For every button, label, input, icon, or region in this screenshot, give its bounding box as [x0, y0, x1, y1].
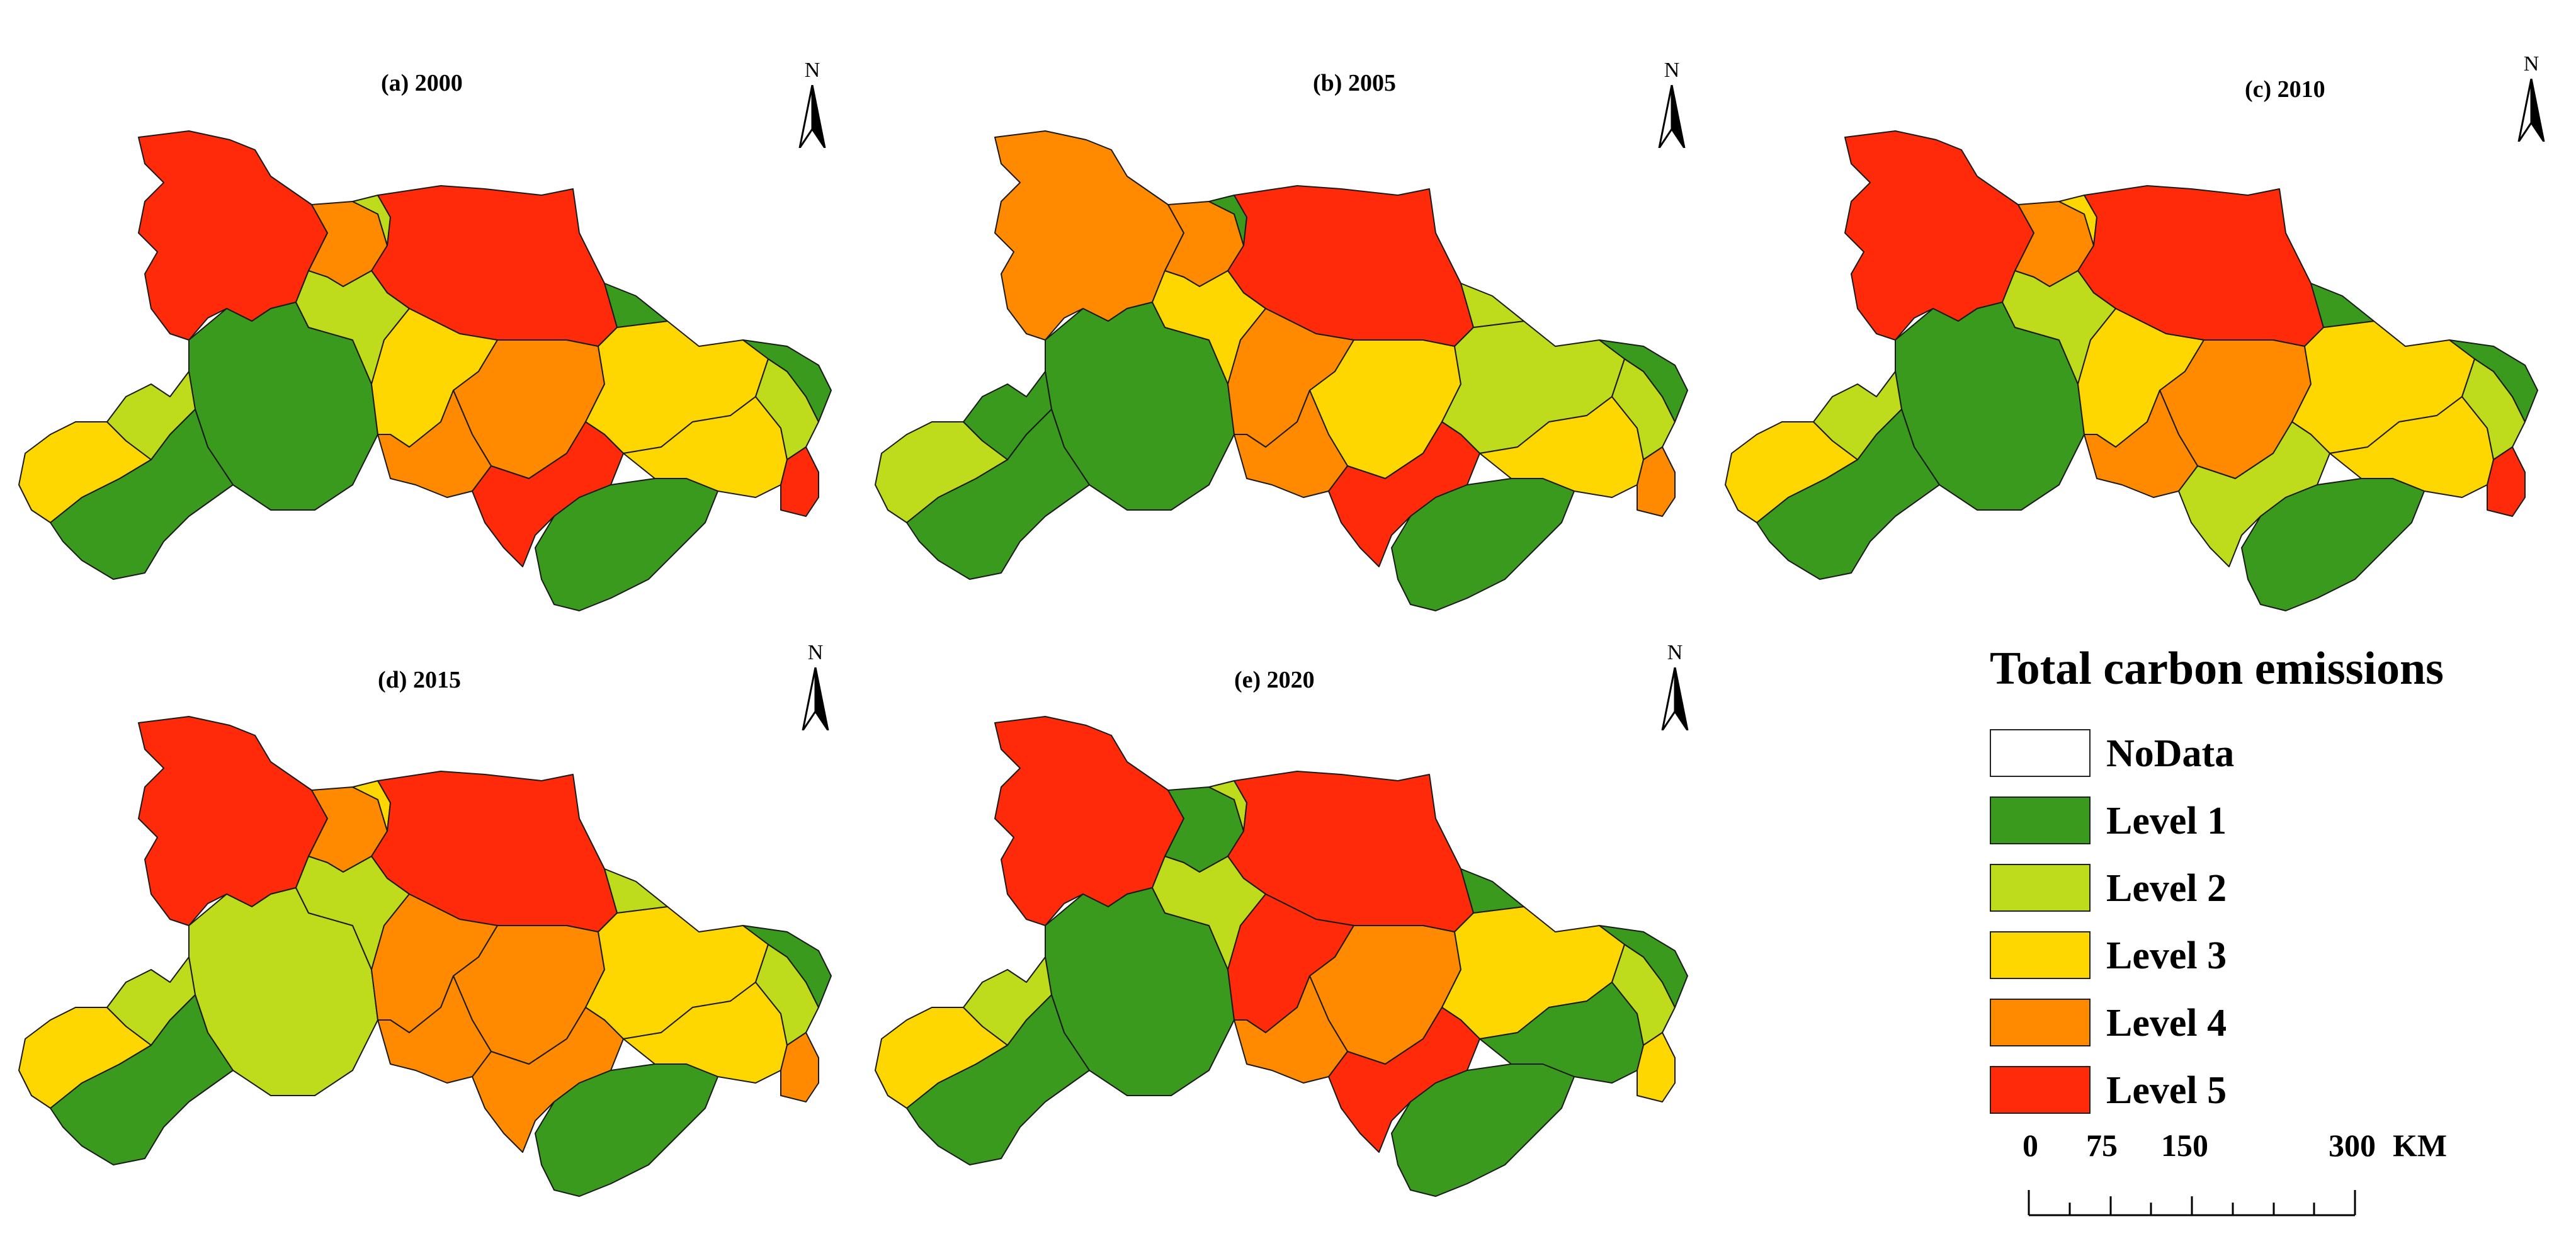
region-S — [106, 956, 196, 1046]
region-N — [535, 478, 718, 611]
legend-item-level-3: Level 3 — [1990, 931, 2431, 982]
north-arrow-icon: N — [797, 642, 834, 730]
region-F — [1152, 856, 1266, 970]
region-N — [2241, 478, 2425, 611]
region-L — [1234, 390, 1348, 498]
north-label: N — [1667, 641, 1683, 664]
province-regions — [875, 130, 1688, 611]
scale-label-75: 75 — [2086, 1128, 2118, 1163]
region-L — [2084, 390, 2198, 498]
region-J — [1460, 283, 1524, 328]
region-N — [535, 1063, 718, 1197]
region-T — [780, 446, 819, 517]
legend-item-level-4: Level 4 — [1990, 999, 2431, 1049]
legend-title: Total carbon emissions — [1990, 643, 2444, 694]
map-panel-2015: (d) 2015 — [0, 630, 844, 1197]
scale-unit: KM — [2393, 1128, 2448, 1163]
scale-label-150: 150 — [2161, 1128, 2208, 1163]
region-T — [1637, 446, 1676, 517]
province-regions — [18, 716, 832, 1197]
region-F — [295, 270, 410, 385]
region-F — [1152, 270, 1266, 385]
region-T — [780, 1032, 819, 1102]
legend-label: Level 3 — [2106, 934, 2227, 977]
map — [875, 130, 1688, 611]
region-N — [1391, 1063, 1575, 1197]
legend-item-level-1: Level 1 — [1990, 796, 2431, 847]
region-S — [963, 371, 1052, 460]
north-label: N — [807, 641, 824, 664]
legend-swatch — [1990, 931, 2091, 979]
region-J — [604, 283, 668, 328]
region-F — [295, 856, 410, 970]
north-arrow-icon: N — [1656, 642, 1694, 730]
legend-item-level-5: Level 5 — [1990, 1066, 2431, 1116]
region-F — [2002, 270, 2116, 385]
map — [1725, 130, 2538, 611]
scale-bar: 0 75 150 300 KM — [1990, 1127, 2494, 1221]
region-J — [1460, 868, 1524, 914]
scale-bar-ruler — [2028, 1190, 2356, 1216]
north-arrow-icon: N — [793, 60, 831, 148]
region-R — [875, 421, 1008, 523]
map-panel-2010: (c) 2010 — [1706, 44, 2550, 611]
panel-title: (c) 2010 — [2245, 76, 2325, 103]
legend-swatch — [1990, 796, 2091, 844]
north-arrow-icon: N — [1653, 60, 1691, 148]
legend-swatch — [1990, 999, 2091, 1046]
legend-label: Level 5 — [2106, 1069, 2227, 1112]
region-S — [106, 371, 196, 460]
map — [875, 716, 1688, 1197]
province-regions — [1725, 130, 2538, 611]
region-T — [1637, 1032, 1676, 1102]
map — [18, 130, 832, 611]
region-P — [1599, 339, 1688, 422]
region-S — [963, 956, 1052, 1046]
region-L — [377, 390, 492, 498]
region-L — [1234, 975, 1348, 1084]
province-regions — [18, 130, 832, 611]
region-P — [1599, 925, 1688, 1008]
region-J — [604, 868, 668, 914]
legend-swatch — [1990, 1066, 2091, 1114]
region-P — [742, 925, 832, 1008]
panel-title: (d) 2015 — [378, 667, 461, 693]
legend-item-level-2: Level 2 — [1990, 864, 2431, 914]
map-panel-2020: (e) 2020 — [856, 630, 1700, 1197]
region-R — [875, 1007, 1008, 1109]
legend-swatch — [1990, 729, 2091, 777]
region-N — [1391, 478, 1575, 611]
panel-title: (a) 2000 — [381, 70, 463, 96]
north-label: N — [1664, 59, 1680, 82]
region-P — [2449, 339, 2538, 422]
legend-swatch — [1990, 864, 2091, 912]
north-label: N — [804, 59, 820, 82]
map — [18, 716, 832, 1197]
legend: Total carbon emissions NoData Level 1 Le… — [1990, 642, 2556, 1209]
region-R — [1725, 421, 1858, 523]
north-arrow-icon: N — [2512, 54, 2550, 142]
panel-title: (e) 2020 — [1234, 667, 1315, 693]
legend-label: Level 4 — [2106, 1002, 2227, 1045]
north-label: N — [2523, 52, 2539, 76]
region-L — [377, 975, 492, 1084]
region-S — [1813, 371, 1902, 460]
region-P — [742, 339, 832, 422]
scale-label-0: 0 — [2023, 1128, 2038, 1163]
legend-item-nodata: NoData — [1990, 729, 2431, 779]
region-J — [2310, 283, 2375, 328]
province-regions — [875, 716, 1688, 1197]
region-T — [2487, 446, 2526, 517]
panel-title: (b) 2005 — [1313, 70, 1396, 96]
region-R — [18, 421, 152, 523]
legend-label: Level 1 — [2106, 800, 2227, 842]
legend-label: Level 2 — [2106, 867, 2227, 910]
map-panel-2000: (a) 2000 — [0, 44, 844, 611]
legend-label: NoData — [2106, 732, 2235, 775]
scale-label-300: 300 — [2329, 1128, 2376, 1163]
region-R — [18, 1007, 152, 1109]
map-panel-2005: (b) 2005 — [856, 44, 1700, 611]
